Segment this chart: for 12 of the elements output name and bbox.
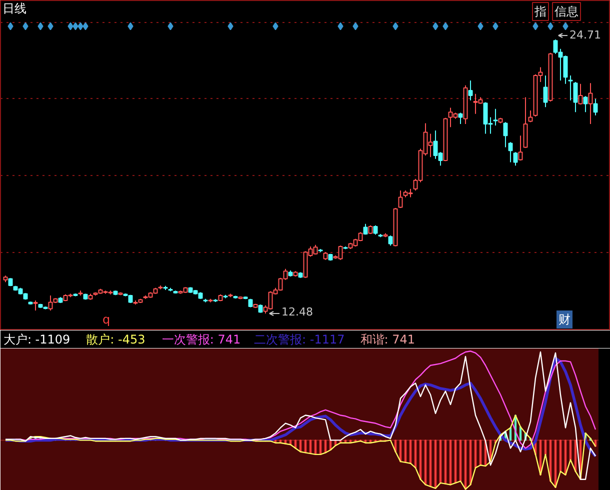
annotation: q — [102, 312, 110, 326]
text: 二次警报: -1117 — [254, 332, 345, 346]
text: 和谐: 741 — [360, 332, 416, 346]
annotation: 24.71 — [570, 28, 601, 42]
annotation: 财 — [558, 312, 570, 326]
text: 散户: -453 — [86, 332, 146, 346]
annotation: 指 — [534, 4, 546, 18]
text: 大户: -1109 — [3, 332, 70, 346]
annotation: 12.48 — [282, 306, 313, 318]
chart-title: 日线 — [2, 2, 26, 16]
text: 一次警报: 741 — [162, 332, 241, 346]
annotation: 信息 — [554, 4, 578, 18]
